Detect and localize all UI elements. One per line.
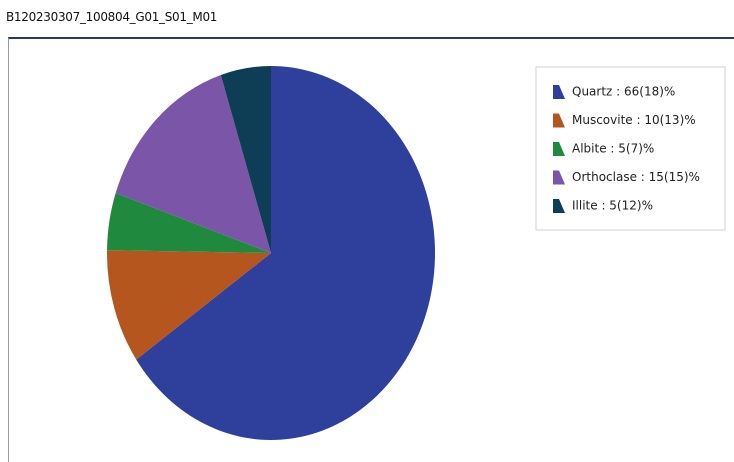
legend-label: Illite : 5(12)%: [572, 199, 653, 213]
chart-title: B120230307_100804_G01_S01_M01: [6, 10, 218, 24]
legend-label: Albite : 5(7)%: [572, 142, 654, 156]
pie-slice: [107, 250, 271, 360]
pie-slice: [136, 66, 435, 440]
legend-swatch: [553, 170, 565, 185]
legend-swatch: [553, 199, 565, 213]
legend-label: Quartz : 66(18)%: [572, 85, 675, 99]
legend-label: Muscovite : 10(13)%: [572, 113, 696, 127]
legend-swatch: [553, 113, 565, 128]
pie-slice: [220, 66, 271, 253]
legend-swatch: [553, 85, 565, 99]
legend-label: Orthoclase : 15(15)%: [572, 170, 700, 184]
legend-swatch: [553, 142, 565, 156]
pie-slice: [107, 193, 271, 253]
pie-slice: [115, 74, 271, 254]
legend-box: [535, 66, 726, 231]
